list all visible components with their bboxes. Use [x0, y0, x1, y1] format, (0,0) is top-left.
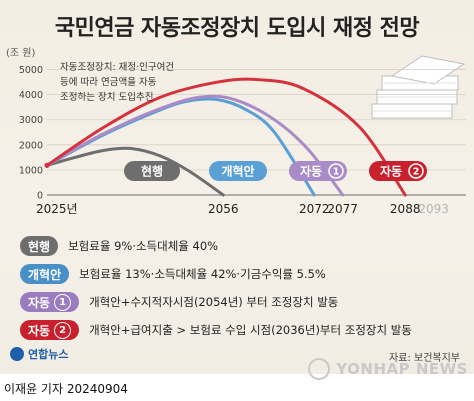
reporter-credit: 이재윤 기자 20240904: [4, 382, 128, 396]
curve-tag: 자동 2: [369, 161, 427, 181]
legend-text-reform: 보험료율 13%·소득대체율 42%·기금수익률 5.5%: [79, 267, 326, 281]
legend-row-current: 현행 보험료율 9%·소득대체율 40%: [20, 234, 470, 258]
note-line: 등에 따라 연금액을 자동: [60, 77, 157, 88]
x-tick-label: 2025년: [36, 202, 78, 216]
legend-tag-current: 현행: [20, 236, 59, 256]
curve-tag-label: 자동: [380, 164, 402, 179]
legend-tag-reform: 개혁안: [20, 264, 70, 284]
watermark: YONHAP NEWS: [308, 358, 468, 380]
yonhap-logo: 연합뉴스: [10, 346, 68, 362]
y-tick-label: 0: [37, 191, 43, 202]
x-tick-label: 2093: [418, 202, 449, 216]
y-unit-label: (조 원): [6, 48, 36, 59]
yonhap-logo-icon: [10, 347, 24, 361]
data-point: [44, 162, 50, 168]
series-line: [45, 97, 316, 197]
money-stack-icon: [371, 55, 466, 119]
series-line: [45, 77, 407, 197]
series-line: [45, 146, 225, 197]
y-tick-label: 1000: [19, 165, 43, 176]
x-tick-label: 2077: [327, 202, 358, 216]
curve-tag: 현행: [124, 161, 180, 181]
note-line: 자동조정장치: 재정·인구여건: [60, 62, 175, 73]
x-tick-label: 2088: [390, 202, 421, 216]
note-line: 조정하는 장치 도입추진: [60, 92, 154, 103]
source-note: 자료: 보건복지부: [389, 353, 460, 364]
legend-text-auto-1: 개혁안+수지적자시점(2054년) 부터 조정장치 발동: [89, 295, 339, 309]
curve-tag-number: 2: [413, 167, 420, 178]
auto-adjust-note: 자동조정장치: 재정·인구여건 등에 따라 연금액을 자동 조정하는 장치 도입…: [60, 60, 190, 105]
y-tick-label: 5000: [19, 65, 43, 76]
x-tick-label: 2056: [208, 202, 239, 216]
y-tick-label: 2000: [19, 140, 43, 151]
legend-row-auto-2: 자동 2 개혁안+급여지출 > 보험료 수입 시점(2036년)부터 조정장치 발…: [20, 318, 470, 342]
yonhap-watermark-icon: [308, 358, 331, 380]
series-line: [45, 94, 345, 197]
legend-tag-auto-1: 자동 1: [20, 292, 80, 312]
y-tick-label: 4000: [19, 90, 43, 101]
curve-tag-label: 자동: [300, 164, 322, 179]
legend-row-reform: 개혁안 보험료율 13%·소득대체율 42%·기금수익률 5.5%: [20, 262, 470, 286]
curve-tag: 자동 1: [289, 161, 347, 181]
infographic-panel: 국민연금 자동조정장치 도입시 재정 전망 (조 원) 0 1000 2000 300…: [0, 0, 474, 374]
legend-row-auto-1: 자동 1 개혁안+수지적자시점(2054년) 부터 조정장치 발동: [20, 290, 470, 314]
legend-tag-auto-2: 자동 2: [20, 320, 80, 340]
legend-text-auto-2: 개혁안+급여지출 > 보험료 수입 시점(2036년)부터 조정장치 발동: [89, 323, 412, 337]
legend-text-current: 보험료율 9%·소득대체율 40%: [68, 239, 219, 253]
curve-tag-label: 현행: [141, 164, 163, 179]
x-tick-label: 2072: [299, 202, 330, 216]
chart-title: 국민연금 자동조정장치 도입시 재정 전망: [54, 16, 420, 41]
y-tick-label: 3000: [19, 115, 43, 126]
curve-tag-label: 개혁안: [221, 164, 254, 179]
curve-tag: 개혁안: [209, 161, 267, 181]
curve-tag-number: 1: [333, 167, 340, 178]
legend: 현행 보험료율 9%·소득대체율 40% 개혁안 보험료율 13%·소득대체율 …: [20, 234, 470, 346]
logo-text: 연합뉴스: [28, 348, 69, 361]
